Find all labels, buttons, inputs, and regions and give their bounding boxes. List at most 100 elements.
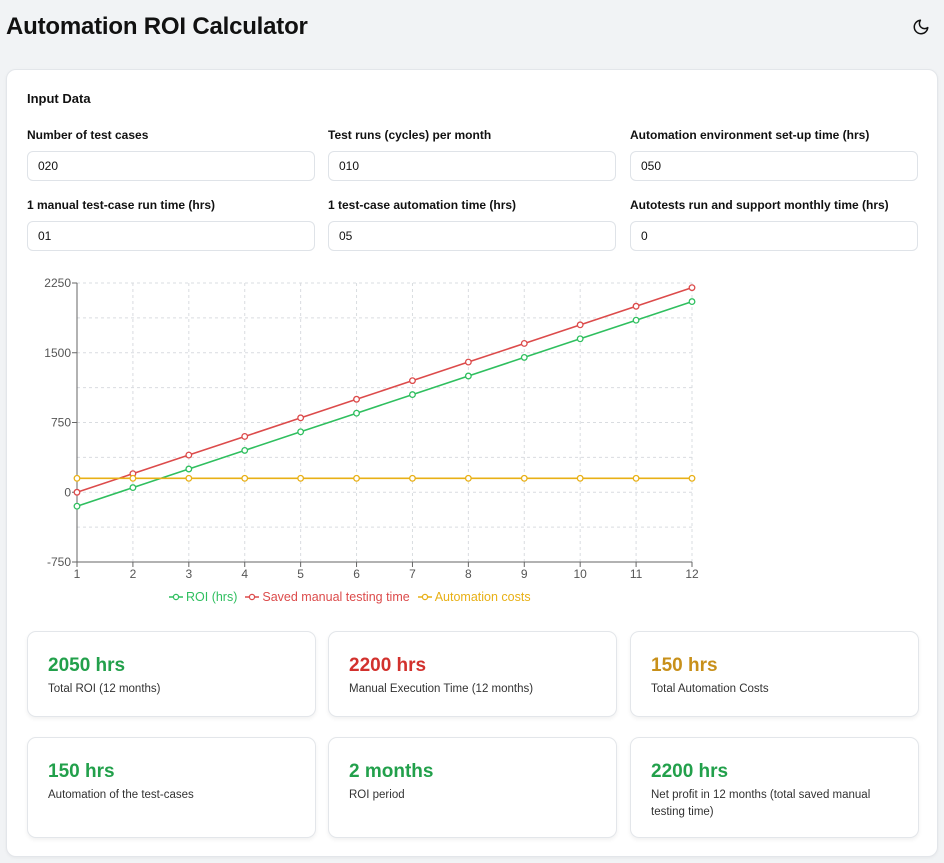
- stat-value: 150 hrs: [651, 655, 718, 676]
- y-tick-label: -750: [47, 555, 71, 569]
- stat-label: Automation of the test-cases: [48, 789, 194, 801]
- data-point-roi: [353, 409, 360, 417]
- stat-card-total-roi: 2050 hrs Total ROI (12 months): [27, 631, 316, 717]
- x-tick-label: 2: [130, 567, 137, 581]
- data-point-costs: [520, 474, 528, 482]
- data-point-costs: [688, 474, 696, 482]
- data-point-saved: [464, 358, 472, 366]
- support-time-label: Autotests run and support monthly time (…: [630, 198, 889, 212]
- manual-run-time-input[interactable]: [27, 221, 315, 251]
- moon-icon: [913, 19, 929, 35]
- data-point-roi: [241, 446, 249, 454]
- stat-card-net-profit: 2200 hrs Net profit in 12 months (total …: [630, 737, 919, 838]
- setup-time-input[interactable]: [630, 151, 918, 181]
- chart-legend: ROI (hrs) Saved manual testing time Auto…: [169, 590, 531, 604]
- x-tick-label: 8: [465, 567, 472, 581]
- stat-card-roi-period: 2 months ROI period: [328, 737, 617, 838]
- legend-roi-label: ROI (hrs): [186, 590, 238, 604]
- stat-label: Total Automation Costs: [651, 683, 769, 695]
- legend-costs-label: Automation costs: [434, 590, 531, 604]
- y-tick-label: 750: [51, 416, 71, 430]
- data-point-costs: [632, 474, 640, 482]
- legend-item-saved[interactable]: Saved manual testing time: [245, 590, 410, 604]
- legend-item-roi[interactable]: ROI (hrs): [169, 590, 237, 604]
- stat-value: 150 hrs: [48, 761, 115, 782]
- data-point-costs: [73, 474, 81, 482]
- data-point-roi: [73, 502, 81, 510]
- x-tick-label: 5: [297, 567, 304, 581]
- stat-value: 2200 hrs: [651, 761, 729, 782]
- data-point-roi: [129, 484, 137, 492]
- data-point-costs: [409, 474, 416, 482]
- x-tick-label: 11: [630, 567, 643, 581]
- test-runs-input[interactable]: [328, 151, 616, 181]
- x-tick-label: 1: [74, 567, 81, 581]
- x-tick-label: 10: [574, 567, 588, 581]
- x-tick-label: 3: [185, 567, 192, 581]
- stat-label: Net profit in 12 months (total saved man…: [651, 789, 871, 818]
- data-point-costs: [353, 474, 360, 482]
- stat-card-manual-execution: 2200 hrs Manual Execution Time (12 month…: [328, 631, 617, 717]
- stat-label: ROI period: [349, 789, 405, 801]
- stat-label: Total ROI (12 months): [48, 683, 161, 695]
- input-data-heading: Input Data: [27, 91, 91, 106]
- data-point-roi: [576, 335, 584, 343]
- test-cases-input[interactable]: [27, 151, 315, 181]
- data-point-saved: [409, 377, 416, 385]
- data-point-saved: [73, 488, 81, 496]
- automation-time-input[interactable]: [328, 221, 616, 251]
- data-point-roi: [520, 353, 528, 361]
- y-tick-label: 1500: [44, 346, 71, 360]
- x-tick-label: 7: [409, 567, 416, 581]
- data-point-roi: [464, 372, 472, 380]
- data-point-costs: [576, 474, 584, 482]
- page-title: Automation ROI Calculator: [6, 13, 308, 40]
- stat-value: 2200 hrs: [349, 655, 427, 676]
- legend-item-costs[interactable]: Automation costs: [417, 590, 531, 604]
- series-line-roi: [76, 300, 693, 507]
- x-tick-label: 9: [521, 567, 528, 581]
- data-point-saved: [632, 302, 640, 310]
- theme-toggle-button[interactable]: [910, 16, 932, 38]
- calculator-card: Input Data Number of test cases Test run…: [6, 69, 938, 857]
- test-runs-label: Test runs (cycles) per month: [328, 128, 492, 142]
- data-point-costs: [185, 474, 193, 482]
- roi-chart: -750 0 750 1500 2250 1 2 3 4 5 6 7 8 9 10 11 12: [27, 270, 707, 610]
- legend-costs-marker: [417, 593, 432, 601]
- x-tick-label: 6: [353, 567, 360, 581]
- data-point-saved: [520, 339, 528, 347]
- data-point-saved: [576, 321, 584, 329]
- data-point-costs: [464, 474, 472, 482]
- automation-time-label: 1 test-case automation time (hrs): [328, 198, 517, 212]
- legend-saved-marker: [245, 593, 260, 601]
- data-point-roi: [632, 316, 640, 324]
- stat-card-automation-costs: 150 hrs Total Automation Costs: [630, 631, 919, 717]
- x-tick-label: 4: [241, 567, 248, 581]
- support-time-input[interactable]: [630, 221, 918, 251]
- stat-value: 2050 hrs: [48, 655, 126, 676]
- y-tick-label: 0: [64, 485, 71, 499]
- data-point-costs: [241, 474, 249, 482]
- data-point-roi: [688, 298, 696, 306]
- data-point-saved: [688, 284, 696, 292]
- data-point-costs: [129, 474, 137, 482]
- data-point-roi: [185, 465, 193, 473]
- legend-saved-label: Saved manual testing time: [262, 590, 410, 604]
- manual-run-time-label: 1 manual test-case run time (hrs): [27, 198, 216, 212]
- stat-card-test-case-automation: 150 hrs Automation of the test-cases: [27, 737, 316, 838]
- data-point-saved: [297, 414, 305, 422]
- stat-value: 2 months: [349, 761, 434, 782]
- series-line-saved: [76, 286, 693, 494]
- data-point-saved: [241, 432, 249, 440]
- x-tick-label: 12: [685, 567, 699, 581]
- legend-roi-marker: [169, 593, 183, 601]
- y-tick-label: 2250: [44, 276, 71, 290]
- data-point-costs: [297, 474, 305, 482]
- data-point-roi: [297, 428, 305, 436]
- data-point-roi: [409, 391, 416, 399]
- data-point-saved: [185, 451, 193, 459]
- test-cases-label: Number of test cases: [27, 128, 149, 142]
- setup-time-label: Automation environment set-up time (hrs): [630, 128, 870, 142]
- data-point-saved: [353, 395, 360, 403]
